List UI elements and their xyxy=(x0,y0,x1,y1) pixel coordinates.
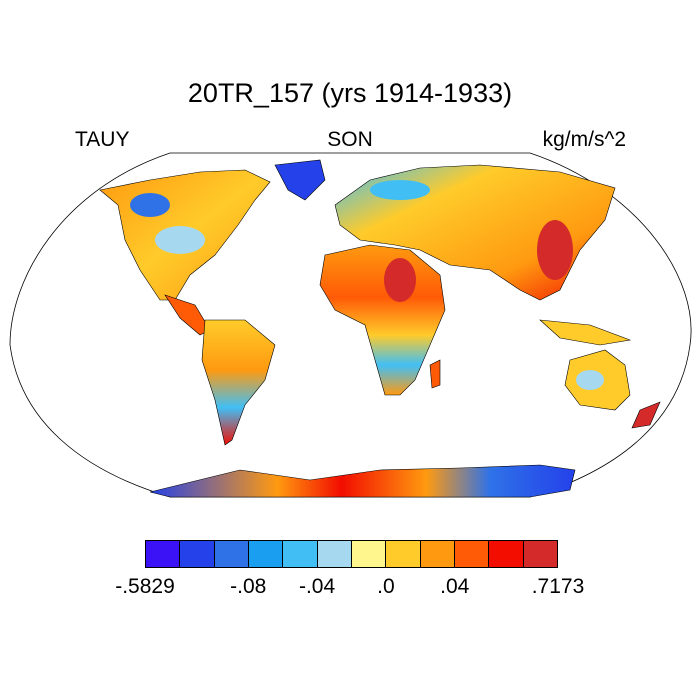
sahara-red-region xyxy=(384,258,416,302)
colorbar-swatch xyxy=(523,541,557,567)
colorbar-tick-label: -.04 xyxy=(298,575,336,598)
units-label: kg/m/s^2 xyxy=(542,128,626,151)
colorbar-swatch xyxy=(180,541,215,567)
colorbar-tick-label: .0 xyxy=(377,575,395,598)
colorbar-swatch xyxy=(214,541,249,567)
colorbar-tick-label: .7173 xyxy=(531,575,585,598)
madagascar xyxy=(429,359,441,389)
colorbar-tick-label: -.08 xyxy=(230,575,267,598)
colorbar-swatch xyxy=(317,541,352,567)
variable-label: TAUY xyxy=(75,128,130,151)
colorbar-swatch xyxy=(146,541,181,567)
siberia-blue-region xyxy=(370,180,430,200)
colorbar-tick-label: -.5829 xyxy=(115,575,175,598)
colorbar-swatch xyxy=(420,541,455,567)
greenland xyxy=(274,159,326,201)
australia-blue-region xyxy=(576,370,604,390)
colorbar-swatch xyxy=(489,541,524,567)
season-label: SON xyxy=(327,128,373,151)
colorbar-swatch xyxy=(283,541,318,567)
china-red-region xyxy=(537,220,573,280)
colorbar-swatch xyxy=(386,541,421,567)
alaska-blue-region xyxy=(130,193,170,217)
south-america xyxy=(201,319,276,446)
north-america-blue-region xyxy=(155,226,205,254)
plot-title: 20TR_157 (yrs 1914-1933) xyxy=(187,78,513,108)
colorbar-swatch xyxy=(351,541,387,567)
indonesia xyxy=(539,319,632,346)
colorbar xyxy=(145,540,558,568)
colorbar-swatch xyxy=(248,541,284,567)
antarctica xyxy=(149,464,576,498)
colorbar-tick-label: .04 xyxy=(440,575,470,598)
colorbar-swatch xyxy=(454,541,490,567)
new-zealand xyxy=(631,401,661,429)
